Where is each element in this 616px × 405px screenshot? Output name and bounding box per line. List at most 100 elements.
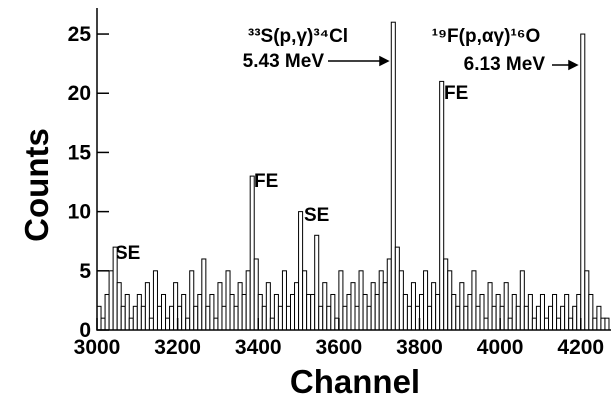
bar [564, 293, 570, 331]
bar [443, 258, 449, 331]
bar [483, 317, 489, 331]
bar [330, 293, 336, 331]
bar [527, 293, 533, 331]
bar [410, 282, 416, 331]
bar [390, 21, 396, 331]
bar [511, 293, 517, 331]
annotation: FE [444, 83, 468, 104]
x-tick-label: 3600 [316, 336, 363, 359]
bar [572, 305, 578, 331]
bar [451, 293, 457, 331]
bar [531, 317, 537, 331]
bar [152, 270, 158, 331]
bar [221, 305, 227, 331]
bar [209, 293, 215, 331]
annotation: FE [254, 171, 278, 192]
bar [366, 305, 372, 331]
bar [346, 293, 352, 331]
y-tick-label: 5 [79, 260, 91, 283]
bar [588, 293, 594, 331]
bar [229, 293, 235, 331]
x-tick-label: 3400 [235, 336, 282, 359]
bar [350, 282, 356, 331]
bar [144, 282, 150, 331]
bar [568, 317, 574, 331]
bar [245, 270, 251, 331]
bar [439, 80, 445, 331]
bar [431, 282, 437, 331]
bar [535, 305, 541, 331]
bar [326, 305, 332, 331]
bar [459, 282, 465, 331]
bar [402, 293, 408, 331]
bar [556, 317, 562, 331]
bar [398, 270, 404, 331]
bar [306, 293, 312, 331]
bar [539, 293, 545, 331]
bar [362, 293, 368, 331]
bar [100, 317, 106, 331]
bar [322, 282, 328, 331]
bar [503, 282, 509, 331]
annotation: ¹⁹F(p,αγ)¹⁶O [432, 26, 541, 47]
bar [519, 270, 525, 331]
bar [213, 317, 219, 331]
bar [580, 33, 586, 331]
y-tick-label: 0 [79, 319, 91, 342]
bar [201, 258, 207, 331]
bar [491, 305, 497, 331]
bar [378, 270, 384, 331]
bar [189, 270, 195, 331]
arrowhead [379, 55, 390, 67]
bar [185, 317, 191, 331]
bar [298, 211, 304, 331]
bar [475, 305, 481, 331]
bar [181, 293, 187, 331]
bar [515, 305, 521, 331]
annotation: 5.43 MeV [243, 51, 325, 72]
bar [370, 282, 376, 331]
x-axis-label: Channel [290, 363, 420, 400]
bar [136, 293, 142, 331]
bar [217, 282, 223, 331]
bar [205, 305, 211, 331]
x-tick-label: 4000 [477, 336, 524, 359]
y-tick-label: 25 [68, 23, 92, 46]
annotation: ³³S(p,γ)³⁴Cl [248, 26, 348, 47]
y-tick-label: 20 [68, 82, 91, 105]
bar [165, 317, 171, 331]
bar [261, 305, 267, 331]
bar [427, 305, 433, 331]
bar [233, 305, 239, 331]
bar [265, 282, 271, 331]
bar [584, 270, 590, 331]
bar [169, 305, 175, 331]
arrowhead [568, 59, 579, 71]
x-tick-label: 3800 [396, 336, 443, 359]
bar [386, 258, 392, 331]
x-tick-label: 4200 [557, 336, 604, 359]
annotation: SE [304, 205, 329, 226]
y-axis-label: Counts [18, 128, 55, 242]
bar [318, 305, 324, 331]
bar [543, 317, 550, 331]
bar [269, 317, 275, 331]
bar [294, 282, 300, 331]
bar [374, 293, 380, 331]
arrows [328, 55, 579, 71]
y-tick-label: 15 [68, 141, 92, 164]
bar [423, 270, 429, 331]
bar [120, 305, 126, 331]
bar [342, 305, 348, 331]
bar [249, 175, 255, 331]
bar [487, 282, 493, 331]
bar [281, 270, 287, 331]
bar [600, 317, 606, 331]
bar [140, 305, 146, 331]
bar [596, 305, 602, 331]
bar [132, 305, 138, 331]
bar [358, 270, 364, 331]
bar [435, 293, 441, 331]
